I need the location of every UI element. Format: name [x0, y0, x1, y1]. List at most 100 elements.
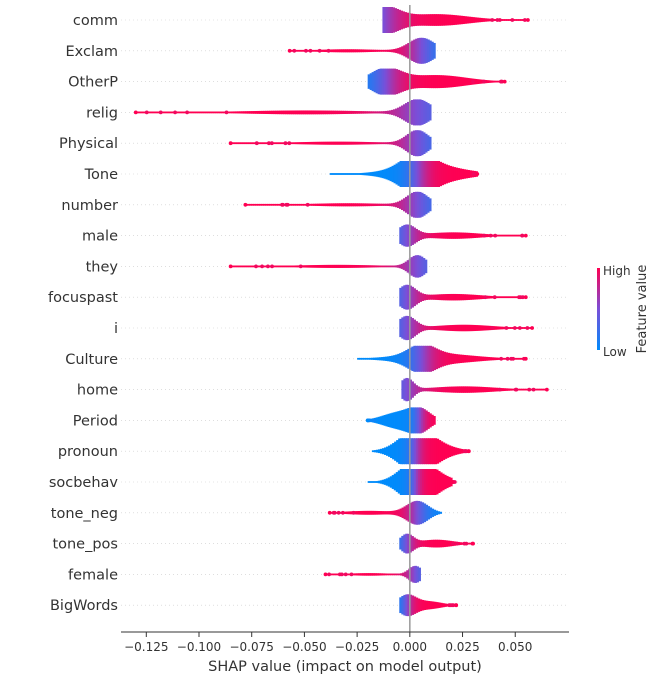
violin-strip	[373, 70, 377, 93]
violin-strip	[448, 14, 451, 26]
violin-strip	[357, 173, 361, 175]
violin-strip	[497, 296, 501, 299]
violin-strip	[359, 49, 362, 53]
violin-strip	[395, 69, 399, 95]
outlier-point	[523, 356, 528, 361]
outlier-point	[499, 356, 504, 361]
violin-strip	[427, 540, 430, 548]
violin-strip	[389, 110, 392, 115]
violin-strip	[519, 357, 523, 360]
violin-strip	[421, 408, 424, 433]
violin-strip	[357, 203, 360, 207]
violin-strip	[232, 265, 236, 268]
violin-strip	[433, 326, 437, 330]
violin-strip	[375, 111, 378, 114]
feature-label: Culture	[65, 352, 118, 368]
violin-strip	[377, 203, 380, 206]
violin-strip	[477, 356, 481, 362]
violin-strip	[490, 80, 494, 83]
violin-strip	[412, 255, 416, 277]
violin-strip	[463, 232, 467, 239]
violin-strip	[513, 296, 517, 299]
violin-strip	[489, 357, 493, 361]
violin-layer	[133, 7, 549, 617]
violin-strip	[284, 265, 288, 268]
violin-strip	[480, 17, 483, 23]
violin-strip	[420, 192, 424, 217]
violin-strip	[260, 142, 264, 145]
violin-strip	[399, 537, 402, 550]
violin-strip	[428, 104, 432, 121]
outlier-point	[269, 141, 274, 146]
violin-strip	[412, 130, 416, 156]
violin-strip	[357, 49, 361, 53]
violin-strip	[401, 409, 404, 431]
violin-strip	[311, 110, 314, 115]
violin-strip	[517, 357, 521, 360]
violin-strip	[384, 7, 388, 33]
violin-strip	[342, 264, 346, 268]
violin-strip	[421, 540, 424, 547]
violin-strip	[465, 386, 468, 393]
violin-strip	[229, 111, 233, 114]
violin-strip	[371, 49, 374, 52]
violin-strip	[373, 510, 377, 515]
violin-strip	[373, 111, 376, 114]
violin-strip	[292, 142, 296, 145]
outlier-point	[144, 110, 149, 115]
feature-label: socbehav	[49, 475, 119, 491]
violin-strip	[410, 257, 414, 276]
violin-strip	[274, 265, 278, 268]
violin-strip	[345, 203, 348, 207]
violin-strip	[346, 141, 350, 145]
violin-strip	[425, 504, 429, 521]
violin-strip	[403, 72, 406, 91]
x-tick-label: 0.025	[445, 640, 479, 654]
violin-strip	[445, 352, 449, 366]
violin-strip	[462, 15, 465, 25]
violin-strip	[351, 49, 355, 53]
x-tick-label: −0.100	[177, 640, 221, 654]
violin-strip	[446, 444, 450, 458]
x-tick-label: −0.025	[335, 640, 379, 654]
violin-strip	[425, 345, 428, 372]
violin-strip	[256, 265, 260, 268]
violin-strip	[311, 203, 314, 206]
violin-strip	[299, 49, 303, 52]
violin-strip	[463, 386, 466, 393]
violin-strip	[405, 594, 409, 617]
violin-strip	[335, 110, 338, 115]
violin-strip	[489, 295, 493, 299]
violin-strip	[413, 469, 417, 495]
violin-strip	[395, 48, 398, 54]
violin-strip	[297, 49, 301, 52]
feature-label: home	[77, 383, 118, 399]
violin-strip	[447, 293, 451, 301]
violin-strip	[457, 232, 461, 239]
violin-strip	[403, 285, 406, 310]
violin-strip	[412, 13, 415, 27]
violin-strip	[392, 443, 395, 460]
x-tick-label: 0.050	[498, 640, 532, 654]
violin-strip	[455, 76, 458, 87]
violin-strip	[355, 203, 358, 207]
violin-strip	[435, 161, 439, 187]
violin-strip	[393, 164, 397, 184]
violin-strip	[419, 323, 423, 333]
violin-strip	[371, 450, 375, 453]
violin-strip	[416, 255, 420, 278]
violin-strip	[303, 110, 306, 115]
violin-strip	[391, 68, 395, 95]
violin-strip	[507, 388, 510, 391]
violin-strip	[417, 75, 420, 89]
violin-strip	[227, 111, 231, 114]
violin-strip	[291, 110, 294, 115]
violin-strip	[361, 510, 365, 515]
violin-strip	[428, 438, 432, 465]
violin-strip	[516, 327, 519, 329]
violin-strip	[137, 111, 141, 114]
violin-strip	[384, 573, 387, 576]
violin-strip	[369, 49, 372, 52]
violin-strip	[388, 445, 391, 457]
violin-strip	[380, 265, 384, 268]
